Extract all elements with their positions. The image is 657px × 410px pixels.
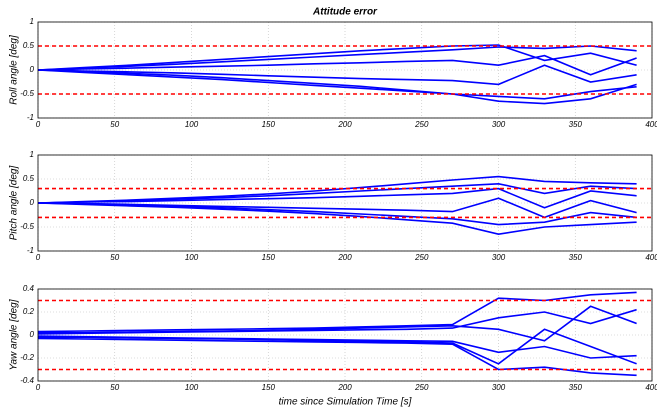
y-tick-label: -0.2	[20, 353, 34, 362]
trace	[37, 44, 637, 71]
y-tick-label: 0	[30, 198, 35, 207]
y-tick-label: 0	[30, 65, 35, 74]
y-tick-label: 0.5	[23, 174, 35, 183]
trace	[38, 305, 637, 342]
x-tick-label: 250	[414, 253, 429, 262]
trace	[37, 69, 637, 100]
y-tick-label: 0.2	[23, 307, 35, 316]
y-tick-label: -0.5	[20, 222, 34, 231]
chart-title: Attitude error	[312, 7, 378, 18]
x-tick-label: 350	[569, 253, 583, 262]
x-tick-label: 200	[337, 253, 352, 262]
x-tick-label: 250	[414, 383, 429, 392]
x-tick-label: 400	[645, 120, 657, 129]
y-tick-label: 1	[30, 150, 34, 159]
x-tick-label: 150	[262, 120, 276, 129]
x-tick-label: 50	[110, 383, 119, 392]
trace	[37, 187, 637, 209]
x-axis-label: time since Simulation Time [s]	[279, 397, 412, 408]
trace	[37, 202, 637, 236]
x-tick-label: 150	[262, 253, 276, 262]
y-tick-label: 0.4	[23, 284, 35, 293]
trace	[37, 182, 637, 204]
trace	[38, 328, 637, 365]
y-tick-label: 1	[30, 17, 34, 26]
y-tick-label: -1	[27, 246, 34, 255]
trace	[37, 64, 637, 86]
axes-frame	[37, 288, 653, 382]
x-tick-label: 50	[110, 253, 119, 262]
trace	[37, 69, 637, 105]
trace	[37, 175, 637, 204]
x-tick-label: 100	[185, 383, 199, 392]
y-tick-label: 0.5	[23, 41, 35, 50]
trace	[37, 337, 637, 377]
trace	[37, 45, 637, 71]
y-axis-label: Pitch angle [deg]	[9, 166, 20, 241]
y-tick-label: -0.4	[20, 376, 34, 385]
y-tick-label: -1	[27, 113, 34, 122]
x-tick-label: 200	[337, 383, 352, 392]
x-tick-label: 0	[36, 120, 41, 129]
y-tick-label: -0.5	[20, 89, 34, 98]
x-tick-label: 300	[492, 383, 506, 392]
trace	[37, 202, 637, 226]
y-axis-label: Roll angle [deg]	[9, 35, 20, 105]
x-tick-label: 350	[569, 383, 583, 392]
x-tick-label: 200	[337, 120, 352, 129]
axes-frame	[37, 21, 653, 119]
x-tick-label: 100	[185, 253, 199, 262]
x-tick-label: 350	[569, 120, 583, 129]
x-tick-label: 400	[645, 383, 657, 392]
y-tick-label: 0	[30, 330, 35, 339]
x-tick-label: 0	[36, 253, 41, 262]
x-tick-label: 100	[185, 120, 199, 129]
x-tick-label: 300	[492, 120, 506, 129]
x-tick-label: 250	[414, 120, 429, 129]
x-tick-label: 400	[645, 253, 657, 262]
y-axis-label: Yaw angle [deg]	[9, 299, 20, 370]
axes-frame	[37, 154, 653, 252]
x-tick-label: 0	[36, 383, 41, 392]
x-tick-label: 150	[262, 383, 276, 392]
x-tick-label: 50	[110, 120, 119, 129]
x-tick-label: 300	[492, 253, 506, 262]
